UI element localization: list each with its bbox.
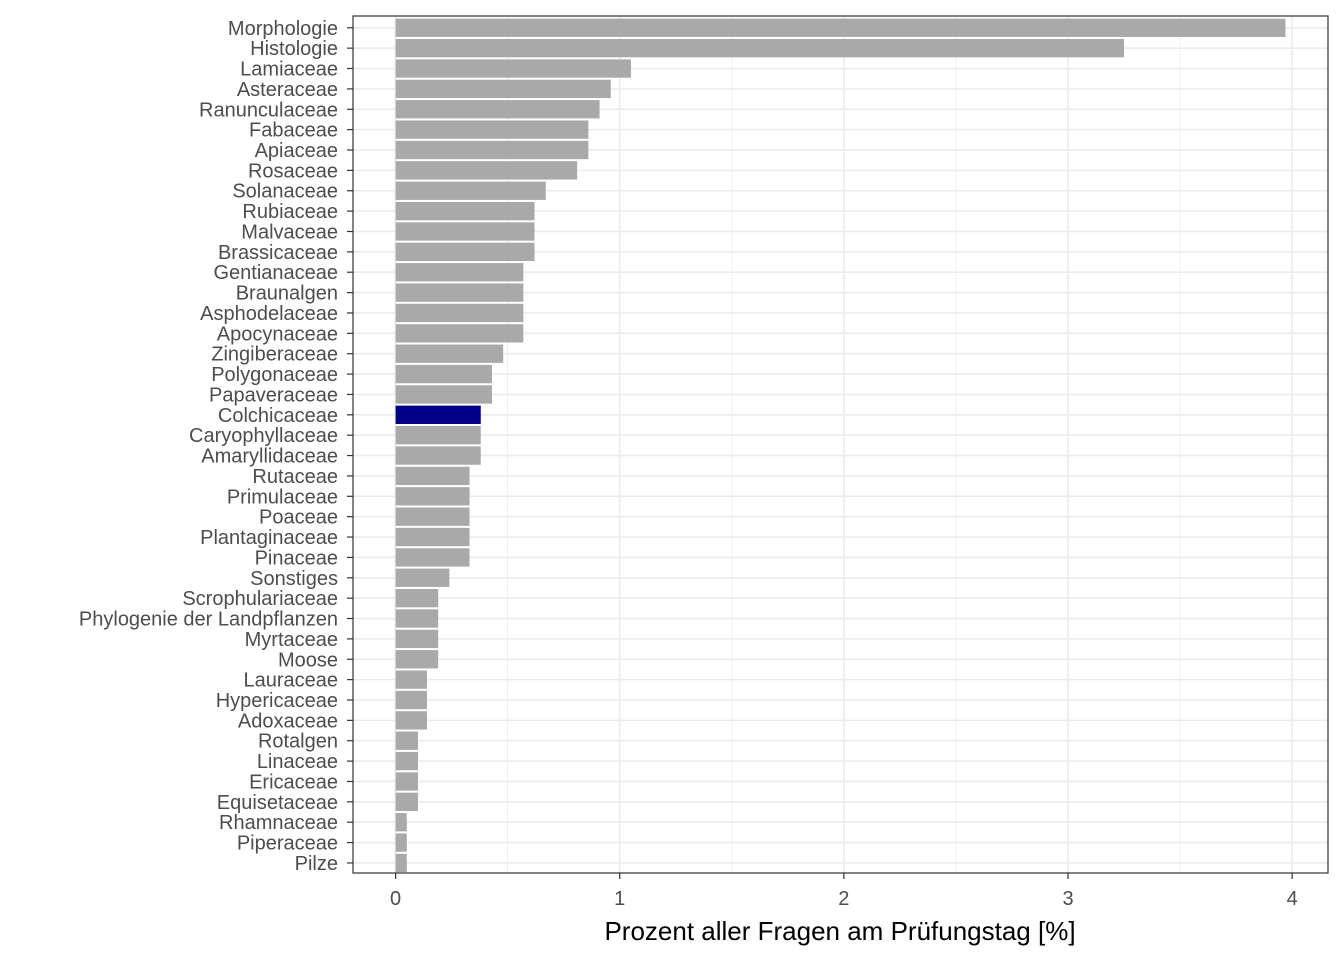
bar [395,670,427,689]
bar [395,222,535,241]
bar [395,100,600,119]
x-tick-label: 0 [390,888,401,910]
category-label: Scrophulariaceae [182,588,338,610]
x-tick-label: 1 [614,888,625,910]
category-label: Fabaceae [249,120,338,142]
category-label: Braunalgen [236,283,338,305]
bar [395,833,407,852]
bar [395,609,439,628]
category-label: Asphodelaceae [200,303,338,325]
category-label: Histologie [250,38,338,60]
bar [395,629,439,649]
bar [395,548,470,567]
category-label: Poaceae [259,507,338,529]
x-tick-label: 4 [1287,888,1298,910]
category-label: Caryophyllaceae [189,425,338,447]
category-label: Ericaceae [249,771,338,793]
category-label: Papaveraceae [209,384,338,406]
bar [395,711,427,730]
bar [395,650,439,669]
bar [395,690,427,710]
category-label: Morphologie [228,18,338,40]
x-tick-label: 2 [838,888,849,910]
bar [395,731,418,750]
bar [395,813,407,832]
category-label: Rhamnaceae [219,812,338,834]
category-label: Plantaginaceae [200,527,338,549]
bar [395,751,418,771]
category-label: Ranunculaceae [199,99,338,121]
category-label: Colchicaceae [218,405,338,427]
category-label: Lamiaceae [240,59,338,81]
bar [395,364,492,384]
category-label: Apiaceae [255,140,338,162]
bar [395,140,589,160]
bar [395,201,535,221]
bar [395,303,524,323]
bar [395,161,578,180]
bar [395,263,524,282]
bar [395,568,450,587]
bar [395,79,611,99]
panel-border [352,15,1329,874]
bar [395,18,1286,37]
category-label: Piperaceae [237,833,338,855]
bar [395,466,470,486]
category-label: Pinaceae [255,547,338,569]
bar [395,853,407,873]
bar [395,527,470,547]
category-label: Hypericaceae [216,690,338,712]
bars [395,18,1286,873]
x-tick-label: 3 [1062,888,1073,910]
category-label: Sonstiges [250,568,338,590]
bar [395,38,1125,58]
category-label: Amaryllidaceae [201,446,338,468]
bar [395,385,492,404]
bar [395,59,631,78]
category-label: Malvaceae [241,221,338,243]
category-label: Adoxaceae [238,710,338,732]
bar [395,446,481,465]
category-label: Brassicaceae [218,242,338,264]
bar [395,344,504,363]
x-axis-ticks: 0 1 2 3 4 [390,873,1298,910]
category-label: Lauraceae [243,670,338,692]
bar-highlighted [395,405,481,424]
category-label: Rotalgen [258,731,338,753]
category-label: Linaceae [257,751,338,773]
bar [395,120,589,139]
category-label: Equisetaceae [217,792,338,814]
bar [395,181,546,200]
category-label: Phylogenie der Landpflanzen [79,609,338,631]
category-label: Rosaceae [248,160,338,182]
category-label: Primulaceae [227,486,338,508]
category-label: Myrtaceae [245,629,338,651]
x-axis-title: Prozent aller Fragen am Prüfungstag [%] [604,916,1075,946]
category-label: Zingiberaceae [211,344,338,366]
category-label: Rubiaceae [242,201,338,223]
category-label: Gentianaceae [213,262,338,284]
bar [395,283,524,302]
category-label: Apocynaceae [217,323,338,345]
category-label: Pilze [295,853,338,875]
bar [395,772,418,791]
bar [395,242,535,262]
category-label: Rutaceae [252,466,338,488]
bar [395,507,470,526]
bar [395,588,439,608]
bar [395,324,524,343]
category-label: Solanaceae [232,181,338,203]
bar [395,487,470,506]
category-label: Moose [278,649,338,671]
category-label: Polygonaceae [211,364,338,386]
bar [395,792,418,812]
category-label: Asteraceae [237,79,338,101]
category-labels: MorphologieHistologieLamiaceaeAsteraceae… [79,18,353,875]
bar [395,426,481,445]
